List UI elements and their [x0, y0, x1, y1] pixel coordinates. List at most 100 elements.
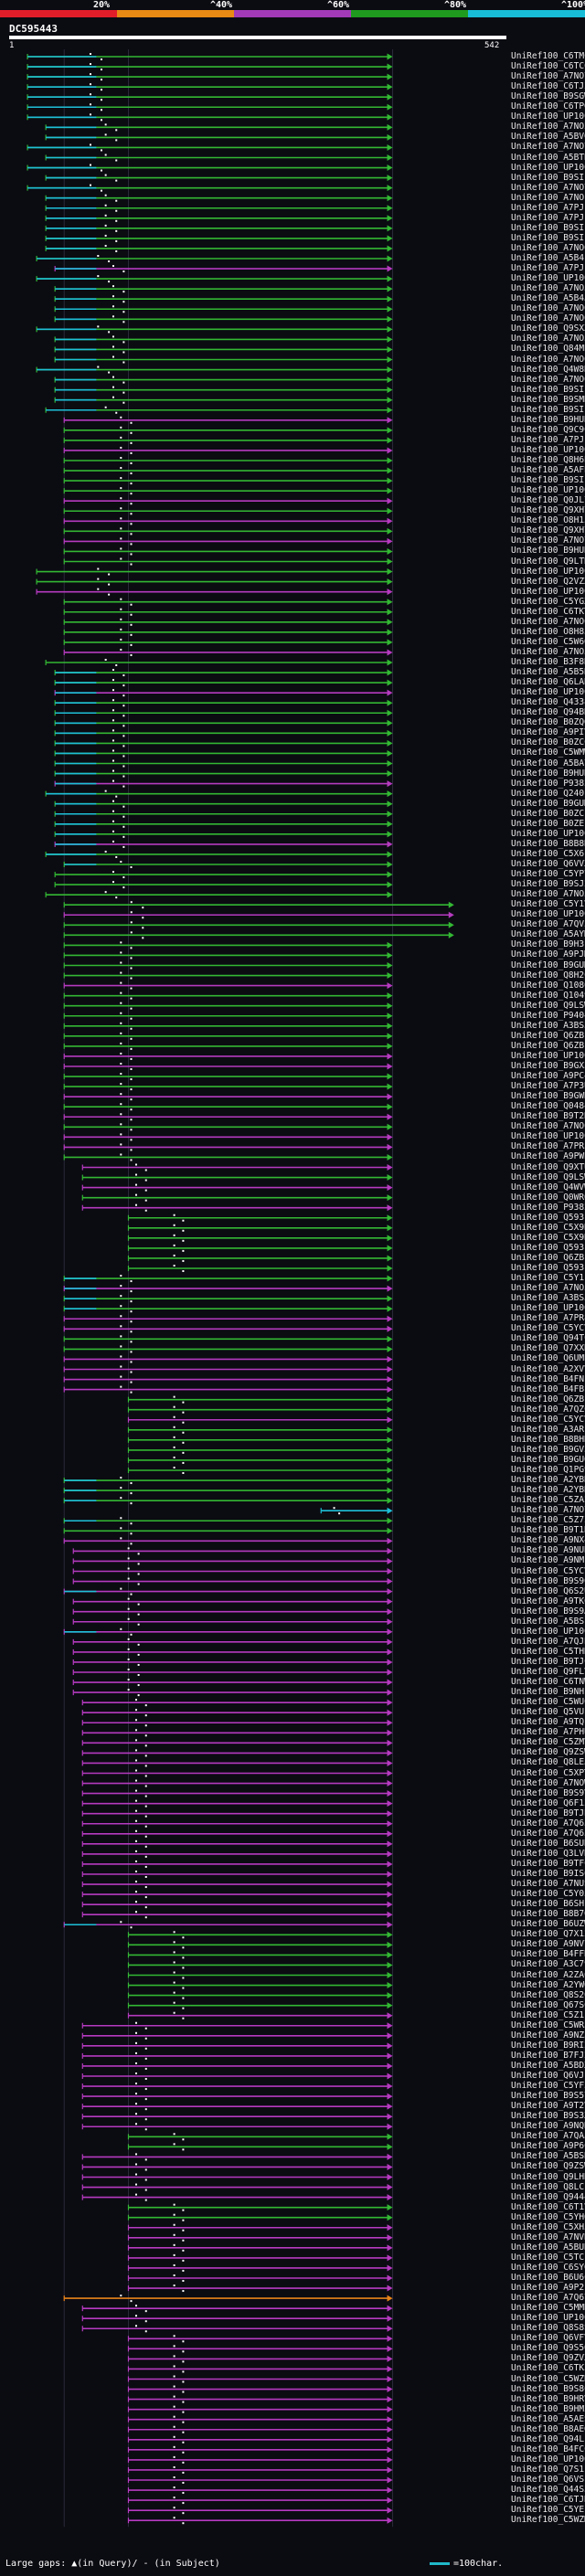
hit-label[interactable]: UniRef100_O8H851 [511, 626, 585, 637]
hit-label[interactable]: UniRef100_UP1000... [511, 111, 585, 122]
hit-label[interactable]: UniRef100_C5X9K3 [511, 1232, 585, 1243]
hit-label[interactable]: UniRef100_C6TMC0 [511, 51, 585, 61]
hit-label[interactable]: UniRef100_Q6ZBE6 [511, 1252, 585, 1263]
hit-label[interactable]: UniRef100_B9S904 [511, 1575, 585, 1586]
hit-label[interactable]: UniRef100_A3AR10 [511, 1424, 585, 1435]
hit-label[interactable]: UniRef100_B9SI12 [511, 475, 585, 486]
hit-label[interactable]: UniRef100_Q8S208 [511, 1989, 585, 2000]
hit-label[interactable]: UniRef100_B9S575 [511, 2091, 585, 2102]
hit-label[interactable]: UniRef100_C5MMN0 [511, 2303, 585, 2314]
hit-label[interactable]: UniRef100_A7NO67 [511, 354, 585, 365]
hit-label[interactable]: UniRef100_UP1000... [511, 2313, 585, 2324]
hit-label[interactable]: UniRef100_A9NX40 [511, 1535, 585, 1546]
hit-label[interactable]: UniRef100_C5Y1V9 [511, 899, 585, 910]
hit-label[interactable]: UniRef100_A9P6C7 [511, 2141, 585, 2152]
hit-label[interactable]: UniRef100_A5BSF4 [511, 1616, 585, 1627]
hit-label[interactable]: UniRef100_Q94TC2 [511, 1333, 585, 1344]
hit-label[interactable]: UniRef100_A3BS38 [511, 1293, 585, 1304]
hit-label[interactable]: UniRef100_A9NMF5 [511, 1555, 585, 1566]
hit-label[interactable]: UniRef100_B7FJ28 [511, 2050, 585, 2061]
hit-label[interactable]: UniRef100_UP1000... [511, 687, 585, 698]
hit-label[interactable]: UniRef100_A9NV77 [511, 1939, 585, 1950]
hit-label[interactable]: UniRef100_B9HRV6 [511, 2393, 585, 2404]
hit-label[interactable]: UniRef100_A3C791 [511, 1959, 585, 1970]
hit-label[interactable]: UniRef100_B4FNE2 [511, 1373, 585, 1384]
hit-label[interactable]: UniRef100_B9S9V0 [511, 1787, 585, 1798]
hit-label[interactable]: UniRef100_Q9C9C7 [511, 424, 585, 435]
hit-label[interactable]: UniRef100_A5BTR8 [511, 152, 585, 163]
hit-label[interactable]: UniRef100_B6UZW7 [511, 1919, 585, 1930]
hit-label[interactable]: UniRef100_A7NO76 [511, 71, 585, 82]
hit-label[interactable]: UniRef100_B9GV39 [511, 1444, 585, 1455]
hit-label[interactable]: UniRef100_B3F8K8 [511, 657, 585, 667]
hit-label[interactable]: UniRef100_Q84MB3 [511, 344, 585, 355]
hit-label[interactable]: UniRef100_A7P3U2 [511, 1081, 585, 1092]
hit-label[interactable]: UniRef100_Q9LHN8 [511, 2171, 585, 2182]
hit-label[interactable]: UniRef100_Q6VFV0 [511, 2333, 585, 2344]
hit-label[interactable]: UniRef100_A9NQH3 [511, 2121, 585, 2132]
hit-label[interactable]: UniRef100_Q4W8D2 [511, 364, 585, 375]
hit-label[interactable]: UniRef100_A7PHU9 [511, 1727, 585, 1738]
hit-label[interactable]: UniRef100_B9SJ20 [511, 879, 585, 890]
hit-label[interactable]: UniRef100_B9SI11 [511, 232, 585, 243]
hit-label[interactable]: UniRef100_Q94449 [511, 2191, 585, 2202]
hit-label[interactable]: UniRef100_B0ZEF9 [511, 818, 585, 829]
hit-label[interactable]: UniRef100_A2ZA61 [511, 1969, 585, 1980]
hit-label[interactable]: UniRef100_B9TFC2 [511, 1858, 585, 1869]
hit-label[interactable]: UniRef100_Q8LCL0 [511, 2181, 585, 2192]
hit-label[interactable]: UniRef100_Q6UMB9 [511, 1353, 585, 1364]
hit-label[interactable]: UniRef100_A7NO56 [511, 1283, 585, 1294]
hit-label[interactable]: UniRef100_C5TCI8 [511, 2252, 585, 2263]
hit-label[interactable]: UniRef100_A7NUS8 [511, 1879, 585, 1890]
hit-label[interactable]: UniRef100_A2YBD1 [511, 1475, 585, 1486]
hit-label[interactable]: UniRef100_Q9LTH7 [511, 556, 585, 567]
hit-label[interactable]: UniRef100_A9P213 [511, 2283, 585, 2294]
hit-label[interactable]: UniRef100_A2YBD0 [511, 1485, 585, 1496]
hit-label[interactable]: UniRef100_A7NO57 [511, 283, 585, 294]
hit-label[interactable]: UniRef100_B9GUM6 [511, 959, 585, 970]
hit-label[interactable]: UniRef100_A7PR82 [511, 1313, 585, 1324]
hit-label[interactable]: UniRef100_C5XH53 [511, 2221, 585, 2232]
hit-label[interactable]: UniRef100_A7NO65 [511, 1121, 585, 1132]
hit-label[interactable]: UniRef100_Q94BK9 [511, 707, 585, 718]
hit-label[interactable]: UniRef100_UP1000... [511, 586, 585, 597]
hit-label[interactable]: UniRef100_A9TK64 [511, 1595, 585, 1606]
hit-label[interactable]: UniRef100_A5BA70 [511, 758, 585, 769]
hit-label[interactable]: UniRef100_B4FBF9 [511, 1383, 585, 1394]
hit-label[interactable]: UniRef100_C6TPG1 [511, 101, 585, 112]
hit-label[interactable]: UniRef100_A9PC4G [511, 1071, 585, 1082]
hit-label[interactable]: UniRef100_A7QZC2 [511, 1404, 585, 1415]
hit-label[interactable]: UniRef100_C5X6E4 [511, 848, 585, 859]
hit-label[interactable]: UniRef100_B8B8K3 [511, 838, 585, 849]
hit-label[interactable]: UniRef100_B9HUH4 [511, 768, 585, 779]
hit-label[interactable]: UniRef100_A9PJM3 [511, 949, 585, 960]
hit-label[interactable]: UniRef100_A7NO77 [511, 535, 585, 546]
hit-label[interactable]: UniRef100_Q6ZBE2 [511, 1394, 585, 1405]
hit-label[interactable]: UniRef100_B9HUH5 [511, 414, 585, 425]
hit-label[interactable]: UniRef100_UP1000... [511, 1131, 585, 1142]
hit-label[interactable]: UniRef100_B6SHP9 [511, 1899, 585, 1910]
hit-label[interactable]: UniRef100_B8BHH4 [511, 1434, 585, 1445]
hit-label[interactable]: UniRef100_UP1000... [511, 485, 585, 496]
hit-label[interactable]: UniRef100_B9H3E0 [511, 939, 585, 950]
hit-label[interactable]: UniRef100_A7NOF3 [511, 192, 585, 203]
hit-label[interactable]: UniRef100_Q7S1L5 [511, 2464, 585, 2475]
hit-label[interactable]: UniRef100_A5B410 [511, 253, 585, 263]
hit-label[interactable]: UniRef100_B9GUM9 [511, 798, 585, 809]
hit-label[interactable]: UniRef100_C6T1V3 [511, 2201, 585, 2212]
hit-label[interactable]: UniRef100_A5BDX8 [511, 2060, 585, 2071]
hit-label[interactable]: UniRef100_A2YWQ4 [511, 1979, 585, 1990]
hit-label[interactable]: UniRef100_Q6VVX5 [511, 859, 585, 869]
hit-label[interactable]: UniRef100_A7NO62 [511, 374, 585, 385]
hit-label[interactable]: UniRef100_C5WZH8 [511, 2373, 585, 2384]
hit-label[interactable]: UniRef100_A7PR59 [511, 1141, 585, 1152]
hit-label[interactable]: UniRef100_UP1000... [511, 909, 585, 920]
hit-label[interactable]: UniRef100_C5WU03 [511, 1697, 585, 1708]
hit-label[interactable]: UniRef100_B9GX31 [511, 1061, 585, 1071]
hit-label[interactable]: UniRef100_A7NOW0 [511, 1777, 585, 1788]
hit-label[interactable]: UniRef100_B8AEG6 [511, 2423, 585, 2434]
hit-label[interactable]: UniRef100_B0ZCE3 [511, 808, 585, 819]
hit-label[interactable]: UniRef100_B9SI17 [511, 404, 585, 415]
hit-label[interactable]: UniRef100_A5AES1 [511, 2413, 585, 2424]
hit-label[interactable]: UniRef100_C5Z7Z8 [511, 1515, 585, 1526]
